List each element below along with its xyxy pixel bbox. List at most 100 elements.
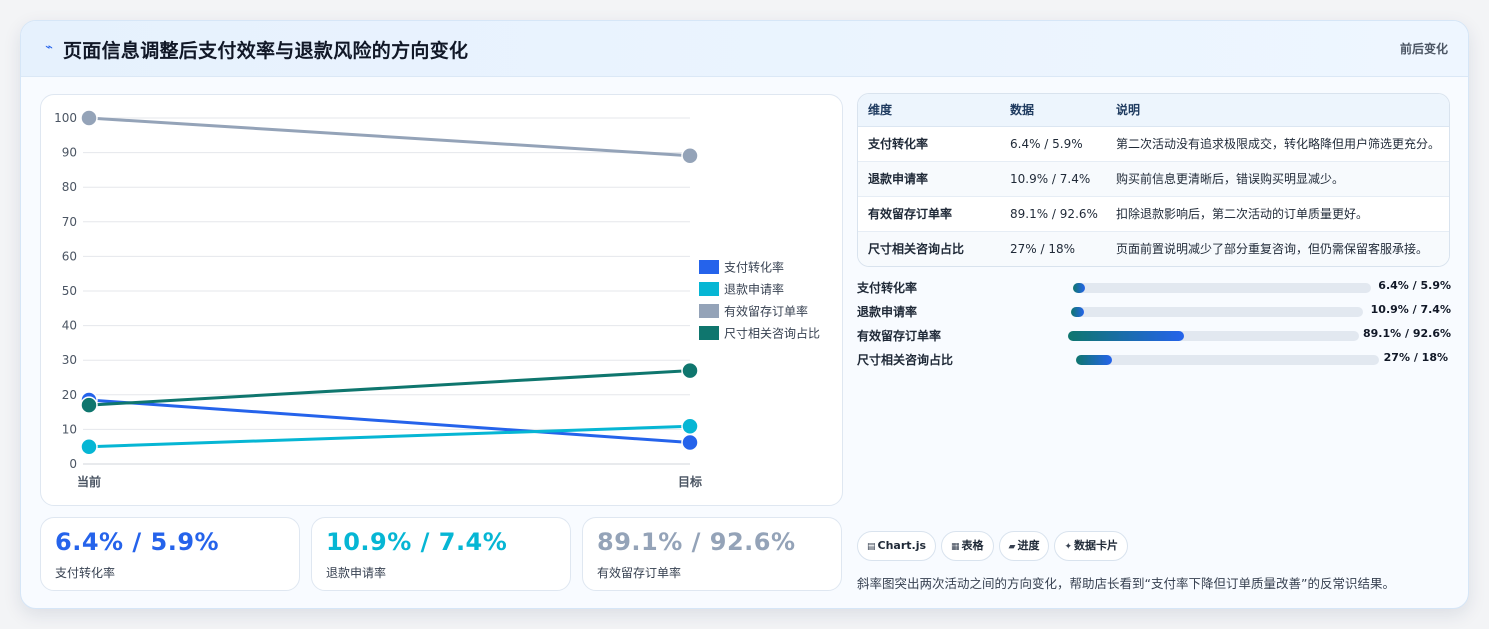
table-icon: ▦	[951, 542, 960, 552]
progress-row-size-consult: 尺寸相关咨询占比 27% / 18%	[857, 351, 1451, 367]
stat-card-payment: 6.4% / 5.9% 支付转化率	[40, 517, 300, 591]
data-point	[681, 146, 699, 165]
table-cell-data: 27% / 18%	[1000, 231, 1106, 266]
y-tick-label: 20	[62, 388, 77, 402]
table-cell-note: 页面前置说明减少了部分重复咨询，但仍需保留客服承接。	[1106, 231, 1449, 266]
card-header: ⌁ 页面信息调整后支付效率与退款风险的方向变化 前后变化	[21, 21, 1468, 77]
progress-fill	[1068, 331, 1185, 341]
table-cell-note: 购买前信息更清晰后，错误购买明显减少。	[1106, 161, 1449, 197]
progress-icon: ▰	[1008, 542, 1016, 552]
progress-fill	[1073, 283, 1085, 293]
progress-track	[1073, 283, 1371, 293]
feature-chips: ▤ Chart.js ▦ 表格 ▰ 进度 ✦ 数据卡片	[857, 531, 1133, 561]
stat-card-retention: 89.1% / 92.6% 有效留存订单率	[582, 517, 842, 591]
y-tick-label: 100	[54, 111, 77, 125]
chart-icon: ▤	[867, 542, 876, 552]
table-row: 退款申请率 10.9% / 7.4% 购买前信息更清晰后，错误购买明显减少。	[858, 161, 1449, 197]
table-header-note: 说明	[1106, 94, 1449, 127]
chip-label: Chart.js	[877, 539, 927, 552]
legend-label: 有效留存订单率	[724, 304, 808, 319]
table-cell-note: 扣除退款影响后，第二次活动的订单质量更好。	[1106, 196, 1449, 232]
stat-value: 10.9% / 7.4%	[326, 528, 508, 556]
chip-data-card[interactable]: ✦ 数据卡片	[1054, 531, 1129, 561]
series-line	[88, 369, 691, 407]
progress-row-refund: 退款申请率 10.9% / 7.4%	[857, 303, 1451, 319]
header-right-label: 前后变化	[1399, 42, 1448, 56]
legend-swatch	[699, 304, 719, 318]
y-tick-label: 70	[62, 215, 77, 229]
progress-label: 有效留存订单率	[857, 329, 942, 343]
slope-chart-svg: 0 10 20 30 40 50 60 70 80 90 100 当前 目标 支付转化率退款申请率有效留存…	[54, 109, 820, 489]
progress-track	[1076, 355, 1379, 365]
progress-value: 89.1% / 92.6%	[1363, 327, 1451, 340]
stat-value: 6.4% / 5.9%	[55, 528, 220, 556]
table-cell-data: 89.1% / 92.6%	[1000, 196, 1106, 232]
progress-track	[1068, 331, 1359, 341]
stat-value: 89.1% / 92.6%	[597, 528, 796, 556]
chip-label: 进度	[1017, 539, 1040, 552]
data-point	[80, 109, 98, 127]
progress-value: 10.9% / 7.4%	[1370, 303, 1451, 316]
table-cell-data: 6.4% / 5.9%	[1000, 126, 1106, 162]
progress-value: 6.4% / 5.9%	[1378, 279, 1451, 292]
progress-track	[1071, 307, 1363, 317]
legend-label: 退款申请率	[724, 282, 784, 297]
progress-value: 27% / 18%	[1383, 351, 1448, 364]
table-cell-dimension: 尺寸相关咨询占比	[858, 231, 1000, 266]
footnote: 斜率图突出两次活动之间的方向变化，帮助店长看到“支付率下降但订单质量改善”的反常…	[857, 576, 1395, 591]
table-cell-dimension: 退款申请率	[858, 161, 1000, 197]
metrics-table: 维度 数据 说明 支付转化率 6.4% / 5.9% 第二次活动没有追求极限成交…	[857, 93, 1450, 267]
y-tick-label: 30	[62, 353, 77, 367]
slope-chart: 0 10 20 30 40 50 60 70 80 90 100 当前 目标 支付转化率退款申请率有效留存…	[40, 94, 843, 506]
y-tick-label: 60	[62, 249, 77, 263]
sparkle-icon: ✦	[1064, 542, 1073, 552]
data-point	[681, 361, 699, 380]
table-row: 有效留存订单率 89.1% / 92.6% 扣除退款影响后，第二次活动的订单质量…	[858, 196, 1449, 232]
chip-label: 表格	[961, 539, 984, 552]
x-tick-label: 当前	[77, 474, 101, 489]
series-line	[88, 424, 691, 449]
x-tick-label: 目标	[678, 474, 702, 489]
data-point	[80, 396, 98, 414]
y-tick-label: 40	[62, 319, 77, 333]
table-cell-dimension: 有效留存订单率	[858, 196, 1000, 232]
series-line	[88, 116, 691, 158]
progress-label: 退款申请率	[857, 305, 918, 319]
chip-label: 数据卡片	[1074, 539, 1119, 552]
table-row: 支付转化率 6.4% / 5.9% 第二次活动没有追求极限成交，转化略降但用户筛…	[858, 126, 1449, 162]
y-tick-label: 0	[69, 457, 77, 471]
progress-label: 支付转化率	[857, 281, 918, 295]
progress-fill	[1076, 355, 1113, 365]
dashboard-card: ⌁ 页面信息调整后支付效率与退款风险的方向变化 前后变化 0 10 20 30 40 50…	[20, 20, 1469, 609]
legend-swatch	[699, 326, 719, 340]
chip-table[interactable]: ▦ 表格	[941, 531, 994, 561]
progress-row-payment: 支付转化率 6.4% / 5.9%	[857, 279, 1451, 295]
progress-fill	[1071, 307, 1085, 317]
stat-label: 退款申请率	[326, 566, 387, 580]
data-point	[80, 437, 98, 456]
y-tick-label: 50	[62, 284, 77, 298]
table-header-dimension: 维度	[858, 94, 1000, 127]
stat-card-refund: 10.9% / 7.4% 退款申请率	[311, 517, 571, 591]
stat-label: 支付转化率	[55, 566, 116, 580]
chip-chartjs[interactable]: ▤ Chart.js	[857, 531, 937, 561]
table-row: 尺寸相关咨询占比 27% / 18% 页面前置说明减少了部分重复咨询，但仍需保留…	[858, 231, 1449, 266]
chip-progress[interactable]: ▰ 进度	[998, 531, 1050, 561]
table-cell-dimension: 支付转化率	[858, 126, 1000, 162]
y-tick-label: 80	[62, 180, 77, 194]
legend-label: 尺寸相关咨询占比	[724, 326, 820, 341]
legend-swatch	[699, 282, 719, 296]
data-point	[681, 433, 699, 452]
data-point	[681, 417, 699, 436]
progress-row-retention: 有效留存订单率 89.1% / 92.6%	[857, 327, 1451, 343]
stat-label: 有效留存订单率	[597, 566, 682, 580]
table-cell-note: 第二次活动没有追求极限成交，转化略降但用户筛选更充分。	[1106, 126, 1449, 162]
legend-swatch	[699, 260, 719, 274]
table-header-data: 数据	[1000, 94, 1106, 127]
table-cell-data: 10.9% / 7.4%	[1000, 161, 1106, 197]
y-tick-label: 90	[62, 146, 77, 160]
y-tick-label: 10	[62, 422, 77, 436]
series-line	[88, 398, 691, 445]
legend-label: 支付转化率	[724, 260, 784, 275]
progress-label: 尺寸相关咨询占比	[857, 353, 954, 367]
